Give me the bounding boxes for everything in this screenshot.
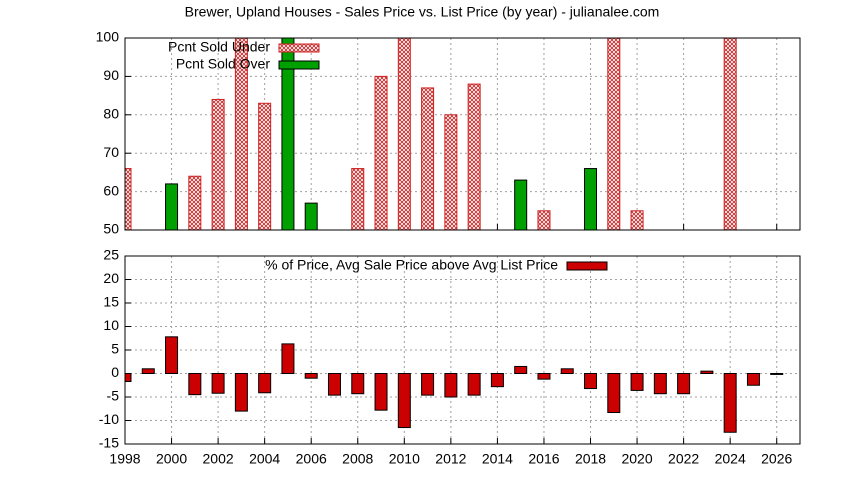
x-tick-label: 2026	[761, 451, 792, 467]
y-tick-label: 90	[103, 67, 119, 83]
bar	[304, 202, 318, 230]
chart-title: Brewer, Upland Houses - Sales Price vs. …	[185, 4, 660, 20]
bar	[537, 373, 551, 380]
bar	[584, 168, 598, 230]
y-tick-label: 70	[103, 144, 119, 160]
bar	[467, 83, 481, 230]
legend-swatch	[278, 60, 320, 70]
y-tick-label: 15	[103, 294, 119, 310]
bar	[397, 38, 411, 230]
bar	[700, 370, 714, 374]
bar	[165, 336, 179, 374]
bar	[421, 373, 435, 396]
x-tick-label: 2020	[621, 451, 652, 467]
x-tick-label: 2022	[668, 451, 699, 467]
x-tick-label: 2002	[203, 451, 234, 467]
x-tick-label: 2006	[296, 451, 327, 467]
plot-frame	[124, 37, 801, 231]
x-tick-label: 2012	[435, 451, 466, 467]
bar	[165, 183, 179, 230]
x-tick-label: 2004	[249, 451, 280, 467]
bar	[234, 373, 248, 412]
y-tick-label: -5	[107, 388, 120, 404]
y-tick-label: 80	[103, 106, 119, 122]
bar	[281, 38, 295, 230]
x-tick-label: 2000	[156, 451, 187, 467]
legend-swatch	[278, 43, 320, 53]
y-tick-label: -10	[99, 411, 119, 427]
bar	[351, 168, 365, 230]
plot-area	[125, 336, 784, 433]
y-tick-label: 25	[103, 247, 119, 263]
bar	[188, 175, 202, 230]
bar	[630, 210, 644, 230]
x-tick-label: 1998	[109, 451, 140, 467]
legend-label: Pcnt Sold Over	[176, 56, 270, 72]
legend-label: Pcnt Sold Under	[168, 39, 270, 55]
bar	[467, 373, 481, 396]
y-tick-label: 10	[103, 317, 119, 333]
bar	[327, 373, 341, 396]
bar	[514, 365, 528, 375]
y-tick-label: 5	[111, 341, 119, 357]
bar	[125, 373, 132, 382]
y-tick-label: 60	[103, 182, 119, 198]
bar	[560, 368, 574, 374]
bar	[653, 373, 667, 395]
legend-swatch	[566, 261, 608, 271]
bar	[584, 373, 598, 390]
bar	[723, 373, 737, 433]
bar	[374, 373, 388, 411]
bar	[514, 179, 528, 230]
bar	[630, 373, 644, 391]
bar	[444, 114, 458, 230]
bar	[770, 373, 784, 375]
x-tick-label: 2018	[575, 451, 606, 467]
bar	[211, 98, 225, 230]
plot-area	[125, 38, 737, 230]
x-tick-label: 2014	[482, 451, 513, 467]
bar	[258, 102, 272, 230]
bar	[188, 373, 202, 396]
bar	[141, 368, 155, 374]
bar	[723, 38, 737, 230]
bar	[444, 373, 458, 398]
bar	[607, 373, 621, 414]
bar	[351, 373, 365, 395]
legend-label: % of Price, Avg Sale Price above Avg Lis…	[265, 257, 558, 273]
bar	[421, 87, 435, 230]
x-tick-label: 2008	[342, 451, 373, 467]
x-tick-label: 2010	[389, 451, 420, 467]
bar	[397, 373, 411, 429]
x-tick-label: 2016	[528, 451, 559, 467]
bar	[304, 373, 318, 379]
bar	[258, 373, 272, 394]
bar	[746, 373, 760, 386]
bar	[234, 38, 248, 230]
bar	[537, 210, 551, 230]
y-tick-label: 20	[103, 270, 119, 286]
bar	[211, 373, 225, 394]
bar	[607, 38, 621, 230]
plot-frame	[124, 255, 801, 445]
y-tick-label: 50	[103, 221, 119, 237]
y-tick-label: -15	[99, 435, 119, 451]
y-tick-label: 100	[96, 29, 120, 45]
bar	[490, 373, 504, 388]
y-tick-label: 0	[111, 364, 119, 380]
bar	[374, 75, 388, 230]
x-tick-label: 2024	[715, 451, 746, 467]
bar	[125, 168, 132, 230]
bar	[281, 343, 295, 375]
bar	[677, 373, 691, 395]
